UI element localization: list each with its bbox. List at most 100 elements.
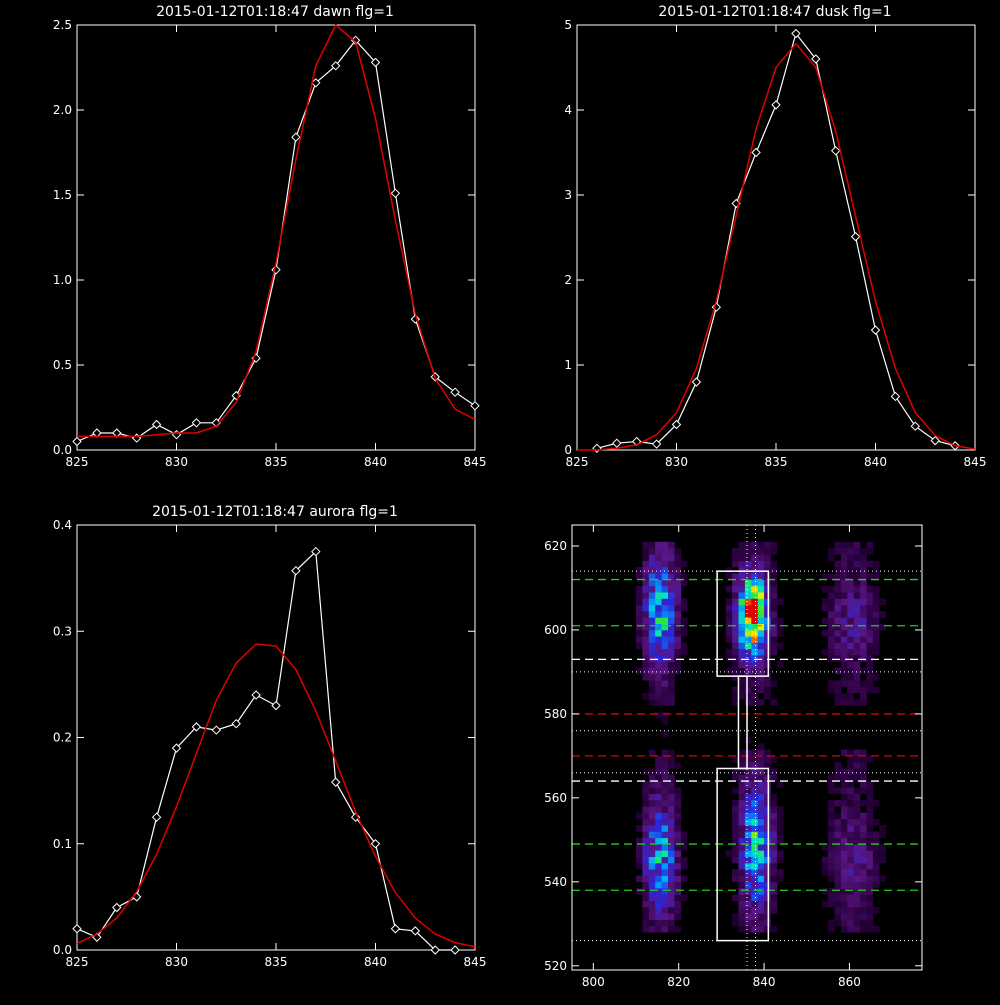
heatmap-cell bbox=[674, 573, 682, 580]
heatmap-cell bbox=[757, 623, 765, 631]
heatmap-cell bbox=[668, 648, 675, 656]
heatmap-cell bbox=[757, 579, 765, 587]
heatmap-cell bbox=[668, 831, 675, 839]
heatmap-cell bbox=[847, 856, 854, 864]
heatmap-cell bbox=[847, 630, 854, 637]
heatmap-cell bbox=[757, 913, 765, 920]
heatmap-cell bbox=[860, 787, 867, 794]
heatmap-cell bbox=[764, 567, 771, 574]
heatmap-cell bbox=[642, 919, 650, 927]
heatmap-cell bbox=[738, 768, 746, 776]
heatmap-cell bbox=[853, 579, 861, 587]
heatmap-cell bbox=[674, 611, 682, 618]
heatmap-cell bbox=[655, 579, 662, 587]
heatmap-cell bbox=[764, 674, 771, 681]
heatmap-cell bbox=[661, 888, 669, 895]
heatmap-cell bbox=[821, 888, 829, 895]
heatmap-cell bbox=[847, 674, 854, 681]
heatmap-cell bbox=[674, 661, 682, 668]
heatmap-cell bbox=[642, 869, 650, 876]
heatmap-cell bbox=[674, 548, 682, 555]
aurora-data-point bbox=[72, 924, 82, 934]
heatmap-cell bbox=[751, 585, 758, 593]
heatmap-cell bbox=[866, 894, 874, 901]
heatmap-cell bbox=[642, 617, 650, 624]
heatmap-cell bbox=[732, 913, 739, 920]
heatmap-cell bbox=[840, 573, 848, 580]
aurora-measured-line bbox=[76, 550, 456, 951]
aurora-data-point bbox=[291, 565, 301, 576]
heatmap-cell bbox=[764, 623, 771, 631]
heatmap-cell bbox=[738, 642, 746, 650]
heatmap-cell bbox=[668, 875, 675, 883]
heatmap-cell bbox=[636, 598, 643, 606]
heatmap-cell bbox=[757, 749, 765, 757]
heatmap-cell bbox=[751, 919, 758, 927]
heatmap-cell bbox=[680, 642, 688, 650]
heatmap-cell bbox=[732, 674, 739, 681]
heatmap-cell bbox=[757, 592, 765, 599]
heatmap-cell bbox=[668, 680, 675, 687]
heatmap-cell bbox=[840, 692, 848, 700]
heatmap-cell bbox=[764, 875, 771, 883]
heatmap-cell bbox=[866, 604, 874, 612]
heatmap-cell bbox=[860, 699, 867, 706]
heatmap-x-tick-label: 840 bbox=[753, 975, 776, 989]
heatmap-cell bbox=[668, 655, 675, 662]
heatmap-cell bbox=[853, 674, 861, 681]
dusk-data-point bbox=[811, 54, 821, 64]
heatmap-cell bbox=[738, 907, 746, 914]
heatmap-cell bbox=[764, 818, 771, 826]
heatmap-cell bbox=[840, 768, 848, 776]
heatmap-cell bbox=[847, 831, 854, 839]
heatmap-cell bbox=[879, 850, 886, 857]
heatmap-cell bbox=[764, 825, 771, 832]
heatmap-cell bbox=[866, 585, 874, 593]
heatmap-cell bbox=[847, 604, 854, 612]
heatmap-cell bbox=[648, 781, 656, 788]
heatmap-cell bbox=[764, 774, 771, 782]
heatmap-cell bbox=[866, 541, 874, 549]
heatmap-cell bbox=[866, 661, 874, 668]
heatmap-cell bbox=[738, 825, 746, 832]
heatmap-cell bbox=[674, 567, 682, 574]
heatmap-cell bbox=[744, 692, 752, 700]
heatmap-cell bbox=[847, 623, 854, 631]
heatmap-cell bbox=[853, 604, 861, 612]
dawn-x-tick-label: 835 bbox=[265, 455, 288, 469]
heatmap-cell bbox=[655, 692, 662, 700]
heatmap-cell bbox=[732, 837, 739, 845]
heatmap-cell bbox=[655, 674, 662, 681]
heatmap-cell bbox=[866, 793, 874, 801]
heatmap-cell bbox=[764, 573, 771, 580]
heatmap-cell bbox=[757, 869, 765, 876]
heatmap-cell bbox=[738, 925, 746, 933]
heatmap-cell bbox=[751, 630, 758, 637]
heatmap-cell bbox=[776, 825, 784, 832]
heatmap-cell bbox=[655, 680, 662, 687]
heatmap-cell bbox=[642, 661, 650, 668]
heatmap-cell bbox=[866, 869, 874, 876]
heatmap-cell bbox=[674, 831, 682, 839]
dusk-y-tick-label: 2 bbox=[564, 273, 572, 287]
heatmap-cell bbox=[834, 585, 842, 593]
heatmap-cell bbox=[668, 844, 675, 851]
aurora-fit-curve bbox=[76, 643, 476, 948]
heatmap-cell bbox=[732, 611, 739, 618]
heatmap-cell bbox=[776, 661, 784, 668]
heatmap-cell bbox=[751, 818, 758, 826]
heatmap-cell bbox=[648, 837, 656, 845]
heatmap-cell bbox=[757, 655, 765, 662]
heatmap-cell bbox=[732, 844, 739, 851]
heatmap-cell bbox=[732, 894, 739, 901]
heatmap-cell bbox=[738, 541, 746, 549]
heatmap-cell bbox=[668, 567, 675, 574]
heatmap-cell bbox=[738, 755, 746, 763]
heatmap-cell bbox=[655, 793, 662, 801]
heatmap-cell bbox=[834, 598, 842, 606]
dusk-data-point bbox=[890, 391, 901, 402]
heatmap-cell bbox=[751, 749, 758, 757]
heatmap-cell bbox=[764, 881, 771, 889]
heatmap-cell bbox=[866, 617, 874, 624]
heatmap-cell bbox=[648, 768, 656, 776]
